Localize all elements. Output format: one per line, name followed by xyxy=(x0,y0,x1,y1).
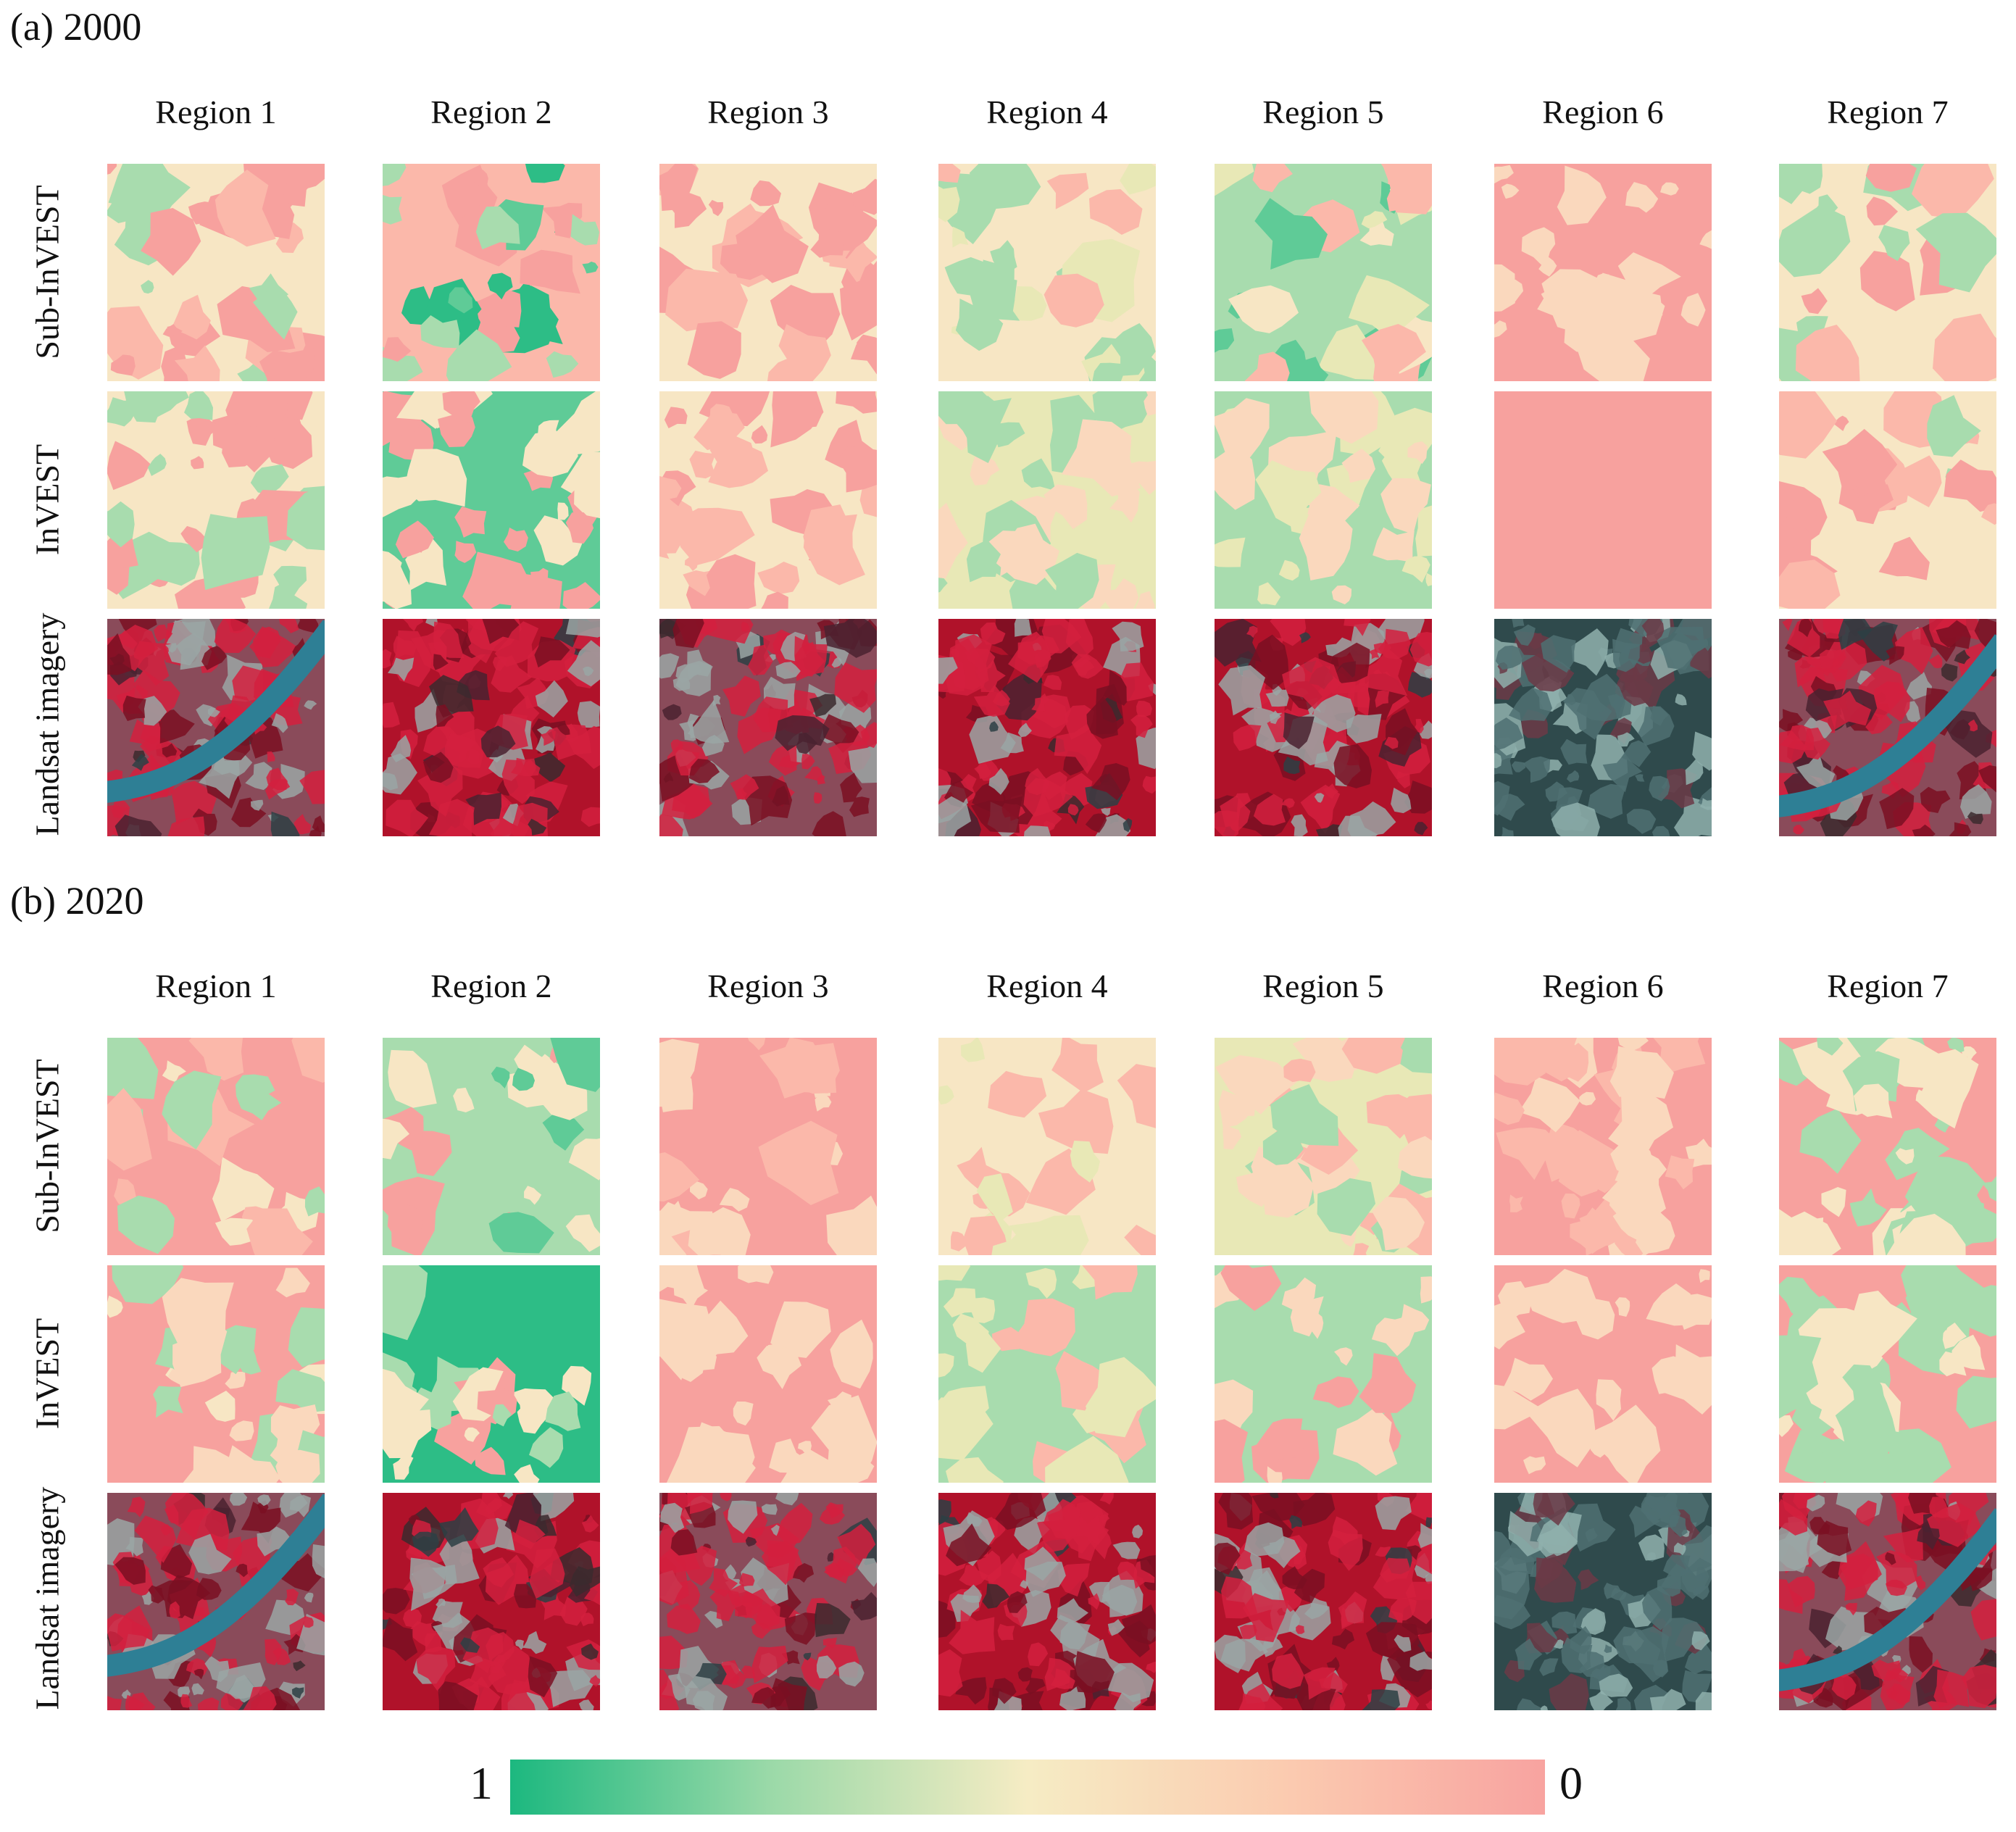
sub-invest-map-region-6-2000 xyxy=(1494,164,1712,381)
region-4-label-2020: Region 4 xyxy=(986,967,1108,1004)
sub-invest-map-region-3-2020 xyxy=(659,1038,877,1255)
landsat-map-region-3-2000 xyxy=(659,619,877,836)
invest-map-region-7-2000 xyxy=(1779,391,1996,609)
landsat-map-region-3-2020 xyxy=(659,1493,877,1710)
row-label-0-2000: Sub-InVEST xyxy=(28,185,66,359)
landsat-map-region-7-2020 xyxy=(1779,1493,1996,1710)
invest-map-region-1-2020 xyxy=(107,1265,325,1483)
invest-map-region-2-2020 xyxy=(383,1265,600,1483)
invest-map-region-5-2000 xyxy=(1215,391,1432,609)
region-2-label-2000: Region 2 xyxy=(430,93,552,130)
colorbar xyxy=(510,1760,1545,1815)
colorbar-min-label: 1 xyxy=(470,1757,493,1809)
invest-map-region-6-2000 xyxy=(1494,391,1712,609)
region-3-label-2000: Region 3 xyxy=(707,93,829,130)
invest-map-region-4-2000 xyxy=(938,391,1156,609)
invest-map-region-4-2020 xyxy=(938,1265,1156,1483)
invest-map-region-3-2000 xyxy=(659,391,877,609)
region-6-label-2000: Region 6 xyxy=(1542,93,1664,130)
sub-invest-map-region-4-2020 xyxy=(938,1038,1156,1255)
landsat-map-region-4-2000 xyxy=(938,619,1156,836)
sub-invest-map-region-1-2000 xyxy=(107,164,325,381)
landsat-map-region-1-2020 xyxy=(107,1493,325,1710)
section-title-2020: (b) 2020 xyxy=(10,879,144,923)
landsat-map-region-5-2020 xyxy=(1215,1493,1432,1710)
sub-invest-map-region-7-2000 xyxy=(1779,164,1996,381)
landsat-map-region-2-2000 xyxy=(383,619,600,836)
row-label-1-2020: InVEST xyxy=(28,1317,66,1430)
sub-invest-map-region-1-2020 xyxy=(107,1038,325,1255)
row-label-1-2000: InVEST xyxy=(28,444,66,556)
sub-invest-map-region-4-2000 xyxy=(938,164,1156,381)
invest-map-region-1-2000 xyxy=(107,391,325,609)
sub-invest-map-region-5-2000 xyxy=(1215,164,1432,381)
row-label-2-2000: Landsat imagery xyxy=(28,612,66,836)
region-6-label-2020: Region 6 xyxy=(1542,967,1664,1004)
invest-map-region-2-2000 xyxy=(383,391,600,609)
section-title-2000: (a) 2000 xyxy=(10,5,142,49)
row-label-0-2020: Sub-InVEST xyxy=(28,1059,66,1233)
region-5-label-2020: Region 5 xyxy=(1262,967,1384,1004)
region-1-label-2020: Region 1 xyxy=(155,967,277,1004)
landsat-map-region-4-2020 xyxy=(938,1493,1156,1710)
region-5-label-2000: Region 5 xyxy=(1262,93,1384,130)
region-7-label-2020: Region 7 xyxy=(1827,967,1949,1004)
landsat-map-region-1-2000 xyxy=(107,619,325,836)
region-7-label-2000: Region 7 xyxy=(1827,93,1949,130)
invest-map-region-3-2020 xyxy=(659,1265,877,1483)
landsat-map-region-5-2000 xyxy=(1215,619,1432,836)
sub-invest-map-region-3-2000 xyxy=(659,164,877,381)
landsat-map-region-6-2000 xyxy=(1494,619,1712,836)
sub-invest-map-region-5-2020 xyxy=(1215,1038,1432,1255)
landsat-map-region-6-2020 xyxy=(1494,1493,1712,1710)
sub-invest-map-region-2-2020 xyxy=(383,1038,600,1255)
sub-invest-map-region-2-2000 xyxy=(383,164,600,381)
invest-map-region-7-2020 xyxy=(1779,1265,1996,1483)
row-label-2-2020: Landsat imagery xyxy=(28,1486,66,1710)
sub-invest-map-region-7-2020 xyxy=(1779,1038,1996,1255)
invest-map-region-6-2020 xyxy=(1494,1265,1712,1483)
landsat-map-region-7-2000 xyxy=(1779,619,1996,836)
region-1-label-2000: Region 1 xyxy=(155,93,277,130)
invest-map-region-5-2020 xyxy=(1215,1265,1432,1483)
region-4-label-2000: Region 4 xyxy=(986,93,1108,130)
region-2-label-2020: Region 2 xyxy=(430,967,552,1004)
colorbar-max-label: 0 xyxy=(1559,1757,1583,1809)
landsat-map-region-2-2020 xyxy=(383,1493,600,1710)
sub-invest-map-region-6-2020 xyxy=(1494,1038,1712,1255)
region-3-label-2020: Region 3 xyxy=(707,967,829,1004)
